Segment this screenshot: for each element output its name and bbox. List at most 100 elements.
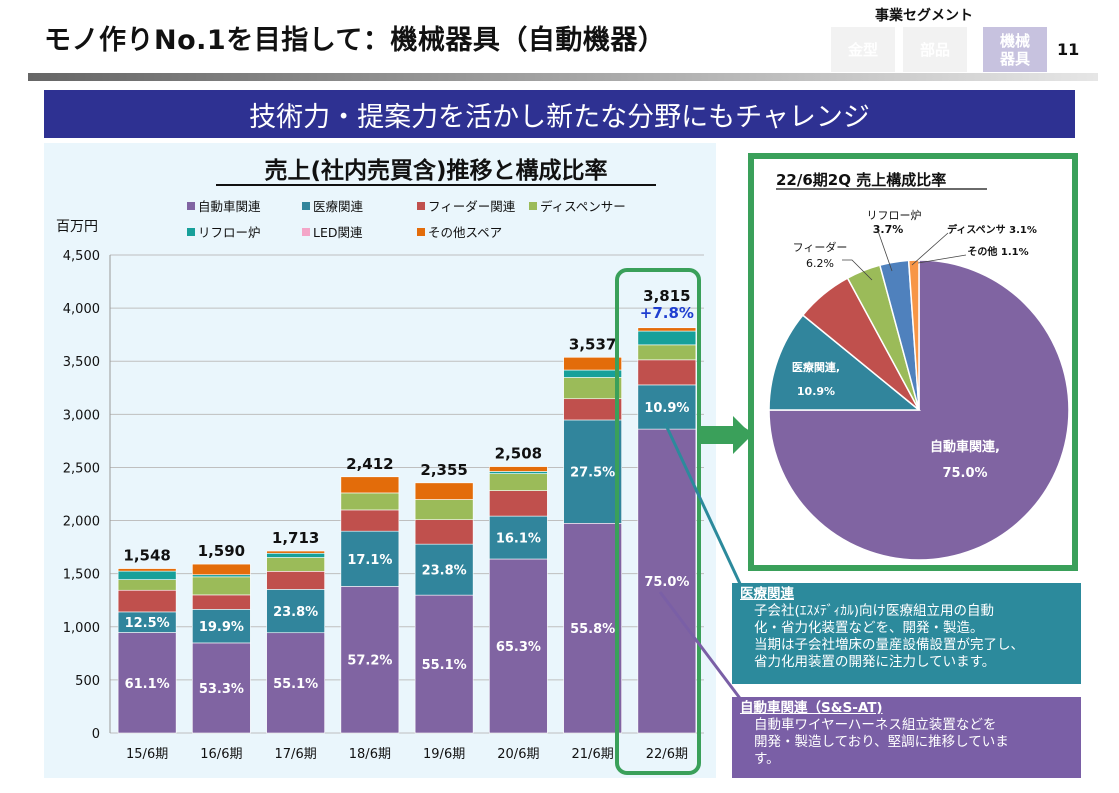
segment-label: 53.3% bbox=[199, 682, 244, 697]
segment-label: 61.1% bbox=[125, 677, 170, 692]
bar-segment bbox=[117, 579, 177, 591]
bar-segment bbox=[266, 571, 325, 590]
bar-segment bbox=[489, 490, 548, 517]
bar-segment bbox=[414, 499, 474, 521]
segment-label: 12.5% bbox=[125, 616, 170, 631]
bar-segment bbox=[563, 356, 622, 371]
bar-segment bbox=[117, 632, 177, 734]
bar-segment bbox=[266, 589, 325, 634]
bar-segment bbox=[563, 369, 622, 378]
bar-segment bbox=[340, 586, 400, 734]
legend-swatch bbox=[187, 202, 195, 210]
bar-segment bbox=[637, 327, 697, 332]
legend-swatch bbox=[187, 228, 195, 236]
y-tick-label: 1,500 bbox=[63, 568, 100, 583]
bar-chart-panel: 売上(社内売買含)推移と構成比率 百万円 0 500 1,000 1,500 2,000 2,… bbox=[44, 143, 716, 778]
pie-leader-line bbox=[842, 259, 873, 281]
x-tick-label: 19/6期 bbox=[423, 747, 465, 762]
callout-medical: 医療関連 子会社(ｴｽﾒﾃﾞｨｶﾙ)向け医療組立用の自動 化・省力化装置などを、… bbox=[732, 583, 1081, 684]
x-tick-label: 17/6期 bbox=[275, 747, 317, 762]
y-tick-label: 3,000 bbox=[63, 408, 100, 423]
legend-swatch bbox=[417, 202, 425, 210]
bar-segment bbox=[489, 473, 548, 491]
bar-segment bbox=[414, 482, 474, 500]
segment-tab-kikai-label: 機械器具 bbox=[999, 31, 1030, 68]
pie-label-dispenser: ディスペンサ 3.1% bbox=[947, 223, 1037, 236]
y-tick-label: 3,500 bbox=[63, 355, 100, 370]
segment-label: 27.5% bbox=[570, 466, 615, 481]
bar-segment bbox=[340, 476, 400, 494]
bar-segment bbox=[414, 594, 474, 734]
bar-segment bbox=[340, 509, 400, 532]
bar-total-label: 3,815 bbox=[643, 287, 690, 305]
segment-label: 10.9% bbox=[644, 401, 689, 416]
segment-label: 55.8% bbox=[570, 622, 615, 637]
bar-segment bbox=[192, 642, 251, 734]
pie-slice bbox=[768, 259, 1070, 561]
legend-label: 医療関連 bbox=[313, 199, 364, 214]
segment-tab-kanagata[interactable]: 金型 bbox=[831, 27, 895, 72]
segment-tab-kikai[interactable]: 機械器具 bbox=[983, 27, 1047, 72]
bar-segment bbox=[414, 519, 474, 545]
bar-total-label: 2,412 bbox=[346, 455, 393, 473]
pie-label-reflow: リフロー炉 bbox=[867, 209, 922, 222]
bar-segment bbox=[117, 589, 177, 613]
pie-chart-panel: 22/6期2Q 売上構成比率 自動車関連, 75.0% 医療関連, 10.9% フィーダー… bbox=[748, 153, 1078, 571]
y-tick-label: 0 bbox=[92, 727, 100, 742]
segment-tab-buhin[interactable]: 部品 bbox=[903, 27, 967, 72]
bar-segment bbox=[489, 466, 548, 472]
bar-total-label: 3,537 bbox=[569, 335, 616, 353]
pie-label-feeder: フィーダー bbox=[793, 240, 848, 254]
bar-total-label: 2,508 bbox=[495, 445, 542, 463]
bar-segment bbox=[192, 594, 251, 610]
y-tick-label: 4,500 bbox=[63, 249, 100, 264]
bar-segment bbox=[340, 492, 400, 511]
callout-automotive-body: 自動車ワイヤーハーネス組立装置などを 開発・製造しており、堅調に推移していま す… bbox=[754, 717, 1009, 767]
x-tick-label: 21/6期 bbox=[572, 747, 614, 762]
bar-segment bbox=[489, 471, 548, 474]
bar-segment bbox=[563, 398, 622, 421]
callout-medical-title: 医療関連 bbox=[740, 586, 794, 602]
bar-total-label: 1,548 bbox=[123, 547, 170, 565]
legend-label: その他スペア bbox=[428, 225, 502, 240]
growth-label: +7.8% bbox=[640, 304, 694, 322]
pie-slice bbox=[768, 314, 922, 411]
y-tick-label: 2,000 bbox=[63, 515, 100, 530]
bar-segment bbox=[192, 563, 251, 576]
segment-label: 57.2% bbox=[347, 654, 392, 669]
header-divider bbox=[28, 73, 1098, 81]
chart-title: 売上(社内売買含)推移と構成比率 bbox=[264, 157, 607, 184]
x-tick-label: 20/6期 bbox=[497, 747, 539, 762]
bar-segment bbox=[266, 632, 325, 734]
bar-segment bbox=[117, 570, 177, 580]
y-tick-label: 500 bbox=[75, 674, 100, 689]
bar-segment bbox=[414, 543, 474, 596]
bar-segment bbox=[266, 557, 325, 572]
pie-value-reflow: 3.7% bbox=[873, 223, 904, 236]
bar-segment bbox=[637, 330, 697, 346]
pie-value-feeder: 6.2% bbox=[806, 257, 834, 270]
segment-label: 65.3% bbox=[496, 640, 541, 655]
pie-label-other: その他 1.1% bbox=[967, 245, 1028, 258]
pie-leader-line bbox=[877, 230, 893, 272]
legend-swatch bbox=[417, 228, 425, 236]
x-tick-label: 15/6期 bbox=[126, 747, 168, 762]
pie-value-automotive: 75.0% bbox=[942, 466, 987, 481]
bar-segment bbox=[637, 344, 697, 361]
pie-leader-line bbox=[911, 232, 949, 266]
pie-leader-line bbox=[917, 254, 967, 264]
bar-total-label: 1,713 bbox=[272, 529, 319, 547]
pie-value-medical: 10.9% bbox=[797, 385, 835, 398]
y-axis-label: 百万円 bbox=[56, 219, 98, 235]
bar-segment bbox=[489, 515, 548, 560]
legend-label: フィーダー関連 bbox=[428, 199, 516, 214]
segment-label: 17.1% bbox=[347, 553, 392, 568]
callout-automotive: 自動車関連（S&S-AT) 自動車ワイヤーハーネス組立装置などを 開発・製造して… bbox=[732, 697, 1081, 778]
section-banner: 技術力・提案力を活かし新たな分野にもチャレンジ bbox=[44, 90, 1075, 138]
bar-segment bbox=[563, 419, 622, 524]
legend-swatch bbox=[529, 202, 537, 210]
segment-label: 23.8% bbox=[273, 605, 318, 620]
y-tick-label: 4,000 bbox=[63, 302, 100, 317]
legend-label: リフロー炉 bbox=[198, 225, 261, 240]
